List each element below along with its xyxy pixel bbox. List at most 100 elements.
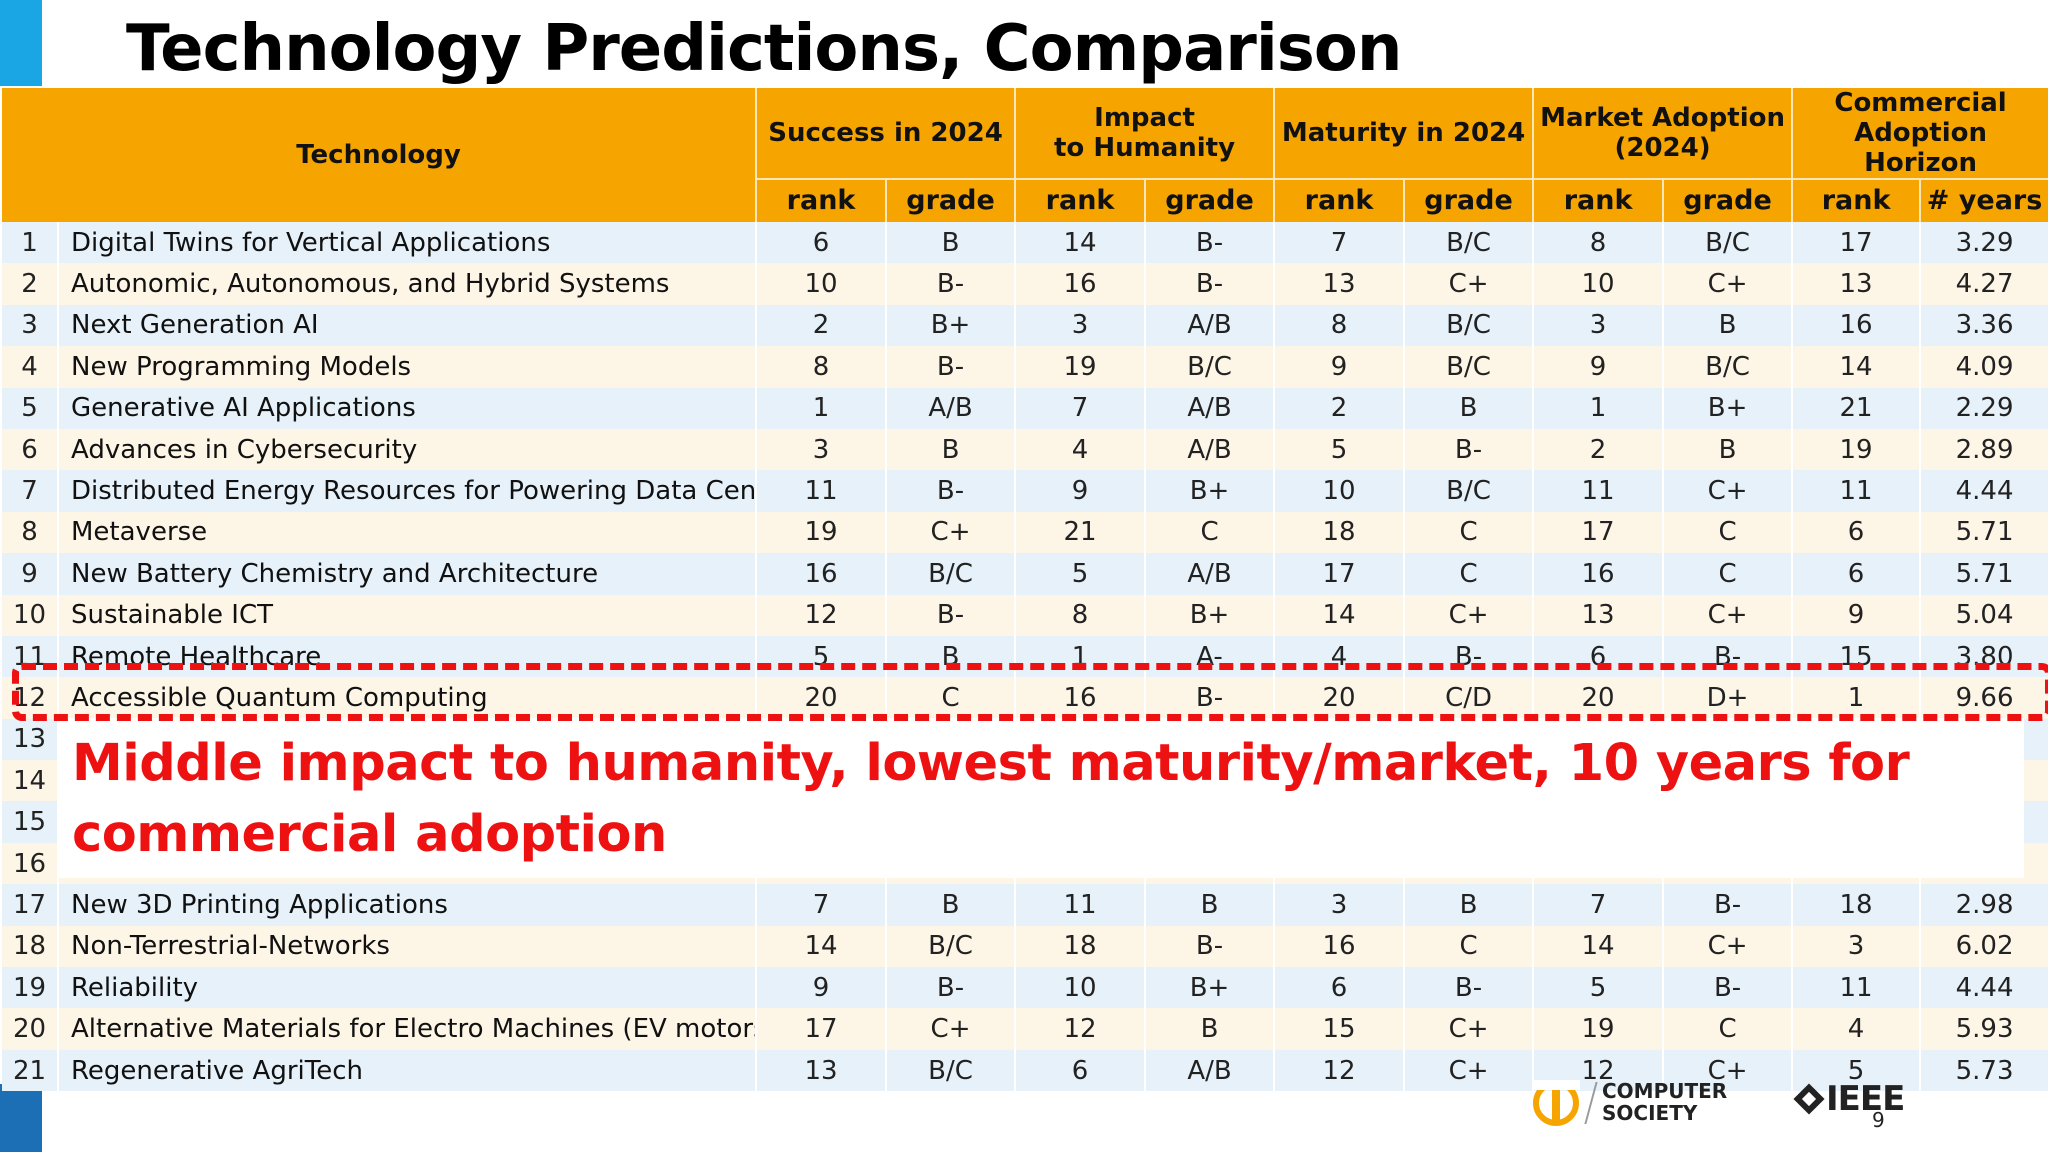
cell-impact-grade: B+ (1145, 470, 1276, 512)
bottom-accent-bar (0, 1084, 42, 1152)
cell-maturity-rank: 10 (1274, 470, 1406, 512)
technology-name: Sustainable ICT (58, 594, 758, 636)
callout-background (58, 718, 2024, 878)
cell-impact-grade: B+ (1145, 967, 1276, 1009)
table-row: 2 Autonomic, Autonomous, and Hybrid Syste… (2, 263, 2048, 305)
table-row: 4 New Programming Models 8 B- 19 B/C 9 B/C 9 B/C 1… (2, 346, 2048, 388)
row-number: 4 (2, 346, 59, 388)
cell-market-rank: 6 (1533, 635, 1665, 678)
table-row: 6 Advances in Cybersecurity 3 B 4 A/B 5 B- 2 B 19 2… (2, 428, 2048, 471)
cell-market-grade: C+ (1663, 925, 1794, 968)
cell-success-rank: 1 (756, 387, 888, 429)
technology-name: Advances in Cybersecurity (58, 428, 758, 471)
subheader-maturity-grade: grade (1404, 178, 1535, 222)
cell-success-grade: B (886, 428, 1017, 471)
cell-market-grade: C+ (1663, 470, 1794, 512)
computer-society-wordmark: COMPUTER SOCIETY (1602, 1079, 1728, 1125)
cell-market-grade: B- (1663, 884, 1794, 926)
cell-impact-rank: 3 (1015, 304, 1147, 347)
cell-impact-rank: 11 (1015, 884, 1147, 926)
cell-horizon-rank: 18 (1792, 884, 1922, 926)
cell-maturity-rank: 13 (1274, 263, 1406, 305)
subheader-horizon-years: # years (1920, 178, 2048, 222)
cell-market-grade: C (1663, 553, 1794, 595)
subheader-success-grade: grade (886, 178, 1017, 222)
cell-success-rank: 14 (756, 925, 888, 968)
cell-maturity-grade: B- (1404, 635, 1535, 678)
technology-header: Technology (2, 88, 758, 222)
row-number: 19 (2, 967, 59, 1009)
cell-impact-rank: 8 (1015, 594, 1147, 636)
cell-maturity-rank: 7 (1274, 222, 1406, 264)
cell-horizon-years: 2.29 (1920, 387, 2048, 429)
cell-impact-rank: 7 (1015, 387, 1147, 429)
row-number: 5 (2, 387, 59, 429)
group-header-market: Market Adoption (2024) (1533, 88, 1794, 179)
row-number: 7 (2, 470, 59, 512)
cell-market-grade: B- (1663, 635, 1794, 678)
cell-market-grade: B/C (1663, 346, 1794, 388)
table-row: 19 Reliability 9 B- 10 B+ 6 B- 5 B- 11 4.44 (2, 967, 2048, 1009)
technology-name: New Programming Models (58, 346, 758, 388)
cell-impact-rank: 9 (1015, 470, 1147, 512)
cell-market-rank: 3 (1533, 304, 1665, 347)
cell-maturity-rank: 2 (1274, 387, 1406, 429)
cell-impact-grade: B/C (1145, 346, 1276, 388)
subheader-success-rank: rank (756, 178, 888, 222)
cell-success-rank: 20 (756, 677, 888, 719)
row-number: 20 (2, 1008, 59, 1050)
cell-success-rank: 19 (756, 511, 888, 554)
cell-maturity-grade: B/C (1404, 304, 1535, 347)
cell-maturity-rank: 3 (1274, 884, 1406, 926)
cell-horizon-rank: 17 (1792, 222, 1922, 264)
cell-maturity-grade: B/C (1404, 346, 1535, 388)
cell-success-grade: C (886, 677, 1017, 719)
table-row: 18 Non-Terrestrial-Networks 14 B/C 18 B- 16 C 14… (2, 925, 2048, 968)
cell-horizon-rank: 1 (1792, 677, 1922, 719)
cell-horizon-years: 4.09 (1920, 346, 2048, 388)
technology-name: Next Generation AI (58, 304, 758, 347)
group-header-maturity: Maturity in 2024 (1274, 88, 1535, 179)
technology-name: Accessible Quantum Computing (58, 677, 758, 719)
cell-market-rank: 8 (1533, 222, 1665, 264)
row-number: 10 (2, 594, 59, 636)
cell-success-rank: 16 (756, 553, 888, 595)
ieee-logo: IEEE (1793, 1080, 1916, 1120)
table-row: 1 Digital Twins for Vertical Applications… (2, 222, 2048, 264)
cell-market-grade: B+ (1663, 387, 1794, 429)
cell-horizon-years: 6.02 (1920, 925, 2048, 968)
cell-success-rank: 2 (756, 304, 888, 347)
predictions-table: Technology Success in 2024 Impact to Hum… (2, 88, 2048, 1092)
cell-horizon-rank: 16 (1792, 304, 1922, 347)
technology-name: Metaverse (58, 511, 758, 554)
cell-horizon-rank: 21 (1792, 387, 1922, 429)
cell-market-rank: 14 (1533, 925, 1665, 968)
row-number: 6 (2, 428, 59, 471)
cell-market-rank: 9 (1533, 346, 1665, 388)
cell-maturity-rank: 9 (1274, 346, 1406, 388)
technology-name: Digital Twins for Vertical Applications (58, 222, 758, 264)
cell-maturity-grade: B (1404, 884, 1535, 926)
cell-market-grade: D+ (1663, 677, 1794, 719)
cell-market-rank: 10 (1533, 263, 1665, 305)
cell-maturity-rank: 4 (1274, 635, 1406, 678)
cell-maturity-grade: B- (1404, 428, 1535, 471)
highlight-dashed-box (12, 663, 2048, 721)
table-row: 20 Alternative Materials for Electro Mach… (2, 1008, 2048, 1050)
row-number: 1 (2, 222, 59, 264)
cell-impact-grade: B+ (1145, 594, 1276, 636)
technology-name: New 3D Printing Applications (58, 884, 758, 926)
cell-horizon-years: 5.71 (1920, 511, 2048, 554)
cell-market-rank: 20 (1533, 677, 1665, 719)
cell-impact-rank: 16 (1015, 263, 1147, 305)
subheader-horizon-rank: rank (1792, 178, 1922, 222)
cell-success-grade: C+ (886, 1008, 1017, 1050)
cell-success-rank: 10 (756, 263, 888, 305)
cell-market-grade: C+ (1663, 1049, 1794, 1092)
row-number: 18 (2, 925, 59, 968)
cell-impact-rank: 12 (1015, 1008, 1147, 1050)
cell-horizon-rank: 11 (1792, 967, 1922, 1009)
row-number: 2 (2, 263, 59, 305)
cell-maturity-grade: B/C (1404, 222, 1535, 264)
cell-success-rank: 5 (756, 635, 888, 678)
